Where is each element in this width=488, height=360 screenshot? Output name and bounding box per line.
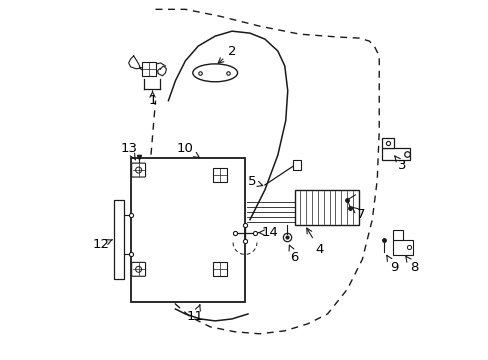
Ellipse shape bbox=[192, 64, 237, 82]
Bar bbox=[392, 239, 412, 255]
Bar bbox=[294, 190, 359, 225]
Polygon shape bbox=[128, 56, 165, 74]
Text: 10: 10 bbox=[177, 142, 199, 158]
Circle shape bbox=[135, 167, 142, 173]
Text: 11: 11 bbox=[186, 305, 203, 323]
Text: 14: 14 bbox=[258, 226, 278, 239]
Text: 1: 1 bbox=[148, 91, 157, 107]
Text: 4: 4 bbox=[306, 228, 323, 256]
Text: 13: 13 bbox=[120, 142, 137, 160]
Bar bbox=[392, 230, 402, 239]
Text: 12: 12 bbox=[92, 238, 112, 251]
Bar bbox=[382, 148, 409, 160]
Bar bbox=[114, 200, 123, 279]
Bar bbox=[213, 262, 226, 276]
Text: 2: 2 bbox=[218, 45, 236, 63]
Bar bbox=[292, 160, 300, 170]
Circle shape bbox=[135, 266, 142, 272]
Text: 9: 9 bbox=[386, 255, 398, 274]
Text: 7: 7 bbox=[351, 207, 365, 221]
Bar bbox=[130, 158, 244, 302]
Polygon shape bbox=[157, 66, 166, 76]
Text: 3: 3 bbox=[394, 156, 406, 172]
Text: 6: 6 bbox=[288, 245, 298, 264]
Text: 8: 8 bbox=[405, 256, 417, 274]
FancyBboxPatch shape bbox=[131, 163, 145, 177]
Bar bbox=[213, 168, 226, 182]
FancyBboxPatch shape bbox=[131, 262, 145, 276]
Text: 5: 5 bbox=[247, 175, 262, 189]
Bar bbox=[382, 138, 393, 148]
Bar bbox=[142, 62, 155, 76]
